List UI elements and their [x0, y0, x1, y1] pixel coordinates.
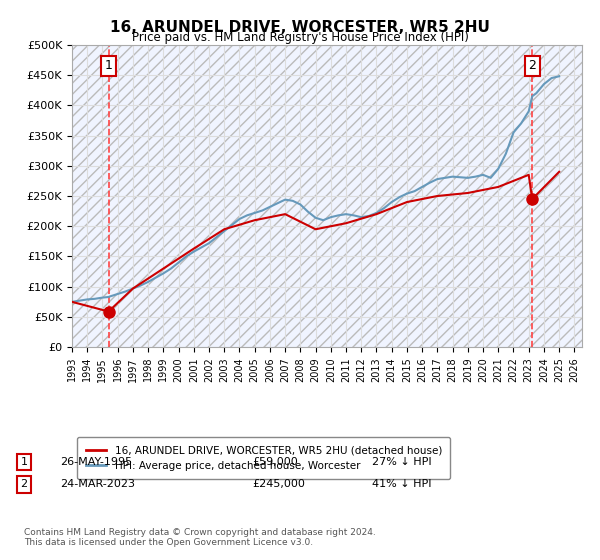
Text: £245,000: £245,000 [252, 479, 305, 489]
Text: 1: 1 [104, 59, 112, 72]
Text: 26-MAY-1995: 26-MAY-1995 [60, 457, 132, 467]
16, ARUNDEL DRIVE, WORCESTER, WR5 2HU (detached house) [281, 211, 289, 217]
Text: 27% ↓ HPI: 27% ↓ HPI [372, 457, 431, 467]
HPI: Average price, detached house, Worcester: (2e+03, 1.02e+05): Average price, detached house, Worcester… [137, 282, 144, 289]
Text: 24-MAR-2023: 24-MAR-2023 [60, 479, 135, 489]
16, ARUNDEL DRIVE, WORCESTER, WR5 2HU (detached house) [525, 171, 532, 178]
16, ARUNDEL DRIVE, WORCESTER, WR5 2HU (detached house) [373, 211, 380, 217]
HPI: Average price, detached house, Worcester: (2e+03, 1.4e+05): Average price, detached house, Worcester… [175, 259, 182, 266]
Line: 16, ARUNDEL DRIVE, WORCESTER, WR5 2HU (detached house): 16, ARUNDEL DRIVE, WORCESTER, WR5 2HU (d… [72, 172, 559, 311]
16, ARUNDEL DRIVE, WORCESTER, WR5 2HU (detached house) [529, 195, 536, 202]
Text: Contains HM Land Registry data © Crown copyright and database right 2024.
This d: Contains HM Land Registry data © Crown c… [24, 528, 376, 547]
16, ARUNDEL DRIVE, WORCESTER, WR5 2HU (detached house) [464, 190, 472, 197]
HPI: Average price, detached house, Worcester: (2.02e+03, 4.48e+05): Average price, detached house, Worcester… [556, 73, 563, 80]
HPI: Average price, detached house, Worcester: (1.99e+03, 7.5e+04): Average price, detached house, Worcester… [68, 298, 76, 305]
16, ARUNDEL DRIVE, WORCESTER, WR5 2HU (detached house) [403, 199, 410, 206]
Text: 2: 2 [528, 59, 536, 72]
16, ARUNDEL DRIVE, WORCESTER, WR5 2HU (detached house) [251, 217, 258, 223]
Line: HPI: Average price, detached house, Worcester: HPI: Average price, detached house, Worc… [72, 76, 559, 302]
Text: 1: 1 [20, 457, 28, 467]
HPI: Average price, detached house, Worcester: (2.01e+03, 2.32e+05): Average price, detached house, Worcester… [266, 203, 274, 210]
Text: 2: 2 [20, 479, 28, 489]
16, ARUNDEL DRIVE, WORCESTER, WR5 2HU (detached house) [494, 184, 502, 190]
Text: 41% ↓ HPI: 41% ↓ HPI [372, 479, 431, 489]
16, ARUNDEL DRIVE, WORCESTER, WR5 2HU (detached house) [434, 193, 441, 199]
HPI: Average price, detached house, Worcester: (2.02e+03, 2.8e+05): Average price, detached house, Worcester… [442, 175, 449, 181]
16, ARUNDEL DRIVE, WORCESTER, WR5 2HU (detached house) [221, 226, 228, 232]
16, ARUNDEL DRIVE, WORCESTER, WR5 2HU (detached house) [190, 245, 197, 252]
Text: 16, ARUNDEL DRIVE, WORCESTER, WR5 2HU: 16, ARUNDEL DRIVE, WORCESTER, WR5 2HU [110, 20, 490, 35]
16, ARUNDEL DRIVE, WORCESTER, WR5 2HU (detached house) [129, 285, 136, 292]
HPI: Average price, detached house, Worcester: (2.02e+03, 4.15e+05): Average price, detached house, Worcester… [529, 93, 536, 100]
HPI: Average price, detached house, Worcester: (2.01e+03, 2.42e+05): Average price, detached house, Worcester… [289, 198, 296, 204]
16, ARUNDEL DRIVE, WORCESTER, WR5 2HU (detached house) [160, 265, 167, 272]
Legend: 16, ARUNDEL DRIVE, WORCESTER, WR5 2HU (detached house), HPI: Average price, deta: 16, ARUNDEL DRIVE, WORCESTER, WR5 2HU (d… [77, 437, 451, 479]
16, ARUNDEL DRIVE, WORCESTER, WR5 2HU (detached house) [68, 298, 76, 305]
16, ARUNDEL DRIVE, WORCESTER, WR5 2HU (detached house) [312, 226, 319, 232]
16, ARUNDEL DRIVE, WORCESTER, WR5 2HU (detached house) [556, 169, 563, 175]
Text: £59,000: £59,000 [252, 457, 298, 467]
Text: Price paid vs. HM Land Registry's House Price Index (HPI): Price paid vs. HM Land Registry's House … [131, 31, 469, 44]
16, ARUNDEL DRIVE, WORCESTER, WR5 2HU (detached house) [105, 308, 112, 315]
16, ARUNDEL DRIVE, WORCESTER, WR5 2HU (detached house) [343, 220, 350, 227]
